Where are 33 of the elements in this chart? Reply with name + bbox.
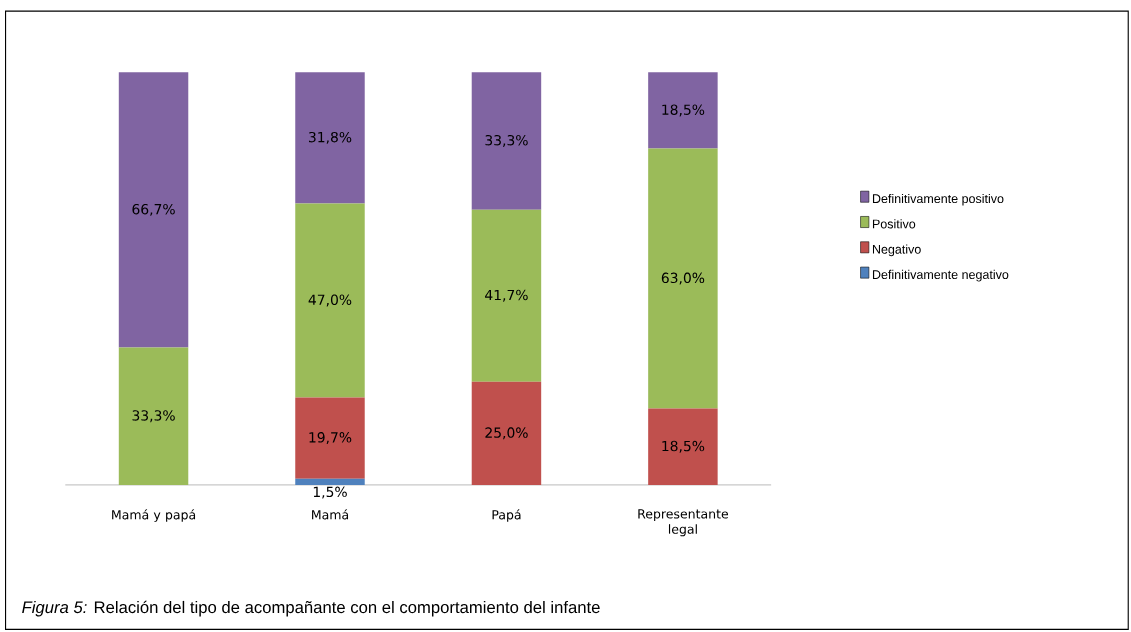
data-label: 18,5% bbox=[662, 440, 705, 453]
data-label: 33,3% bbox=[485, 134, 528, 147]
data-label: 63,0% bbox=[661, 272, 705, 285]
bar bbox=[648, 408, 718, 485]
legend-label: Positivo bbox=[872, 219, 916, 229]
bar bbox=[471, 381, 542, 485]
data-label: 33,3% bbox=[132, 410, 175, 423]
data-label: 41,7% bbox=[485, 289, 528, 302]
bar bbox=[295, 72, 365, 204]
bar bbox=[648, 148, 718, 409]
text: Figura 5: Relación del tipo de acompañante con el comportamiento del infante bbox=[22, 600, 600, 617]
data-label: 1,5% bbox=[313, 486, 347, 499]
legend-label: Definitivamente positivo bbox=[872, 193, 1004, 206]
bar bbox=[118, 347, 189, 485]
bar bbox=[295, 203, 365, 398]
bar bbox=[471, 209, 542, 382]
legend-label: Negativo bbox=[872, 244, 921, 257]
bar bbox=[471, 72, 542, 210]
bar bbox=[648, 72, 718, 149]
x-tick-label: Papá bbox=[492, 509, 521, 522]
data-label: 31,8% bbox=[308, 131, 352, 144]
x-tick-label: Mamá bbox=[312, 509, 349, 520]
x-tick-label: Representante legal bbox=[638, 509, 729, 537]
bar bbox=[118, 72, 189, 348]
bar bbox=[295, 478, 365, 485]
data-label: 18,5% bbox=[662, 104, 705, 117]
x-tick-label: Mamá y papá bbox=[112, 509, 196, 522]
legend-label: Definitivamente negativo bbox=[872, 269, 1009, 282]
bar bbox=[295, 397, 365, 479]
data-label: 47,0% bbox=[308, 294, 352, 307]
data-label: 19,7% bbox=[309, 432, 352, 444]
data-label: 66,7% bbox=[132, 203, 175, 216]
data-label: 25,0% bbox=[485, 427, 528, 440]
